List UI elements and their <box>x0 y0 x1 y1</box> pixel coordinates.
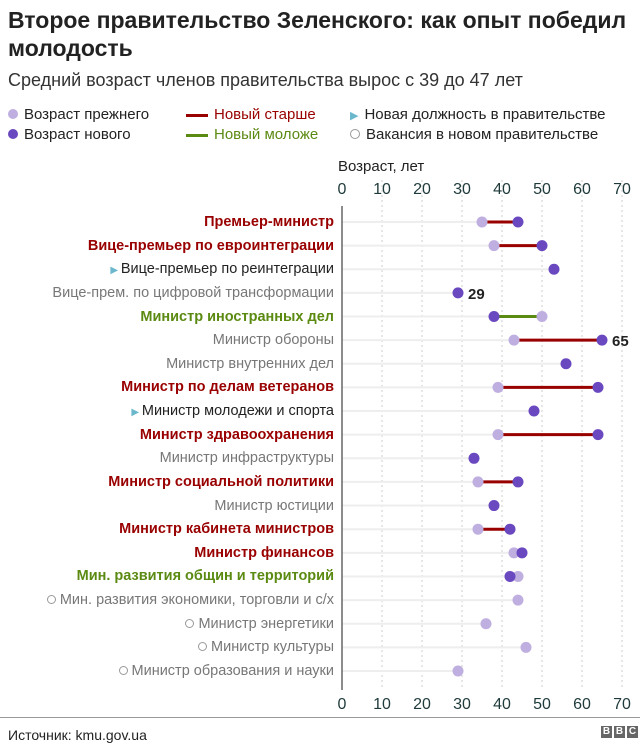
row-label: Министр по делам ветеранов <box>121 379 334 396</box>
x-tick-label-top: 0 <box>338 181 347 198</box>
new-age-dot <box>512 216 524 228</box>
legend-older: Новый старше <box>186 106 316 123</box>
new-age-dot <box>452 287 464 299</box>
circle-outline-icon <box>185 618 195 628</box>
x-tick-label-bottom: 50 <box>533 696 551 713</box>
legend-new-post: ▶ Новая должность в правительстве <box>350 106 606 123</box>
red-line-icon <box>186 113 208 117</box>
row-label: Мин. развития экономики, торговли и с/х <box>46 592 334 608</box>
old-age-dot <box>520 641 532 653</box>
old-age-dot <box>536 311 548 323</box>
new-age-dot <box>504 570 516 582</box>
triangle-icon: ▶ <box>350 110 359 122</box>
chart-subtitle: Средний возраст членов правительства выр… <box>8 70 523 90</box>
row-label: Министр здравоохранения <box>139 426 334 443</box>
new-age-dot <box>488 500 500 512</box>
old-age-dot <box>488 240 500 252</box>
old-age-dot <box>472 523 484 535</box>
new-age-dot <box>488 311 500 323</box>
row-label: ▶ Вице-премьер по реинтеграции <box>110 261 334 278</box>
old-age-dot <box>472 476 484 488</box>
old-age-dot <box>480 618 492 630</box>
row-label: Министр инфраструктуры <box>159 450 334 467</box>
new-age-dot <box>596 334 608 346</box>
chart-title: Второе правительство Зеленского: как опы… <box>8 7 627 61</box>
x-tick-label-top: 70 <box>613 181 631 198</box>
legend-vacancy: Вакансия в новом правительстве <box>350 126 598 143</box>
new-dot-icon <box>8 129 18 139</box>
old-age-dot <box>476 216 488 228</box>
row-label: Министр энергетики <box>185 616 334 632</box>
old-age-dot <box>508 334 520 346</box>
old-age-dot <box>512 570 524 582</box>
x-tick-label-top: 60 <box>573 181 591 198</box>
x-tick-label-top: 20 <box>413 181 431 198</box>
x-tick-label-bottom: 20 <box>413 696 431 713</box>
row-label: Премьер-министр <box>204 214 334 230</box>
x-tick-label-bottom: 70 <box>613 696 631 713</box>
x-tick-label-bottom: 60 <box>573 696 591 713</box>
new-age-dot <box>548 263 560 275</box>
new-age-dot <box>512 476 524 488</box>
x-tick-label-top: 40 <box>493 181 511 198</box>
green-line-icon <box>186 133 208 137</box>
x-tick-label-bottom: 0 <box>338 696 347 713</box>
legend-younger: Новый моложе <box>186 126 318 143</box>
row-label: Министр социальной политики <box>108 473 334 490</box>
row-label: ▶ Министр молодежи и спорта <box>131 403 334 420</box>
x-tick-label-top: 10 <box>373 181 391 198</box>
new-age-dot <box>592 381 604 393</box>
old-dot-icon <box>8 109 18 119</box>
new-age-dot <box>468 452 480 464</box>
x-tick-label-bottom: 30 <box>453 696 471 713</box>
old-age-dot <box>512 594 524 606</box>
footer-divider <box>0 717 640 718</box>
source-note: Источник: kmu.gov.ua <box>8 727 147 743</box>
x-tick-label-top: 50 <box>533 181 551 198</box>
old-age-dot <box>508 547 520 559</box>
row-label: Министр образования и науки <box>118 663 334 679</box>
row-label: Министр финансов <box>194 544 334 561</box>
circle-outline-icon <box>118 665 128 675</box>
row-label: Министр иностранных дел <box>140 308 334 325</box>
row-label: Вице-премьер по евроинтеграции <box>87 237 334 254</box>
circle-outline-icon <box>198 642 208 652</box>
row-label: Министр обороны <box>212 332 334 349</box>
new-age-dot <box>592 429 604 441</box>
row-label: Вице-прем. по цифровой трансформации <box>52 284 334 301</box>
data-label: 65 <box>612 333 629 350</box>
row-label: Министр кабинета министров <box>119 521 334 538</box>
x-tick-label-bottom: 40 <box>493 696 511 713</box>
x-tick-label-top: 30 <box>453 181 471 198</box>
circle-outline-icon <box>46 595 56 605</box>
new-age-dot <box>516 547 528 559</box>
old-age-dot <box>492 429 504 441</box>
x-axis-label: Возраст, лет <box>338 158 425 175</box>
row-label: Министр юстиции <box>214 497 334 514</box>
legend-old: Возраст прежнего <box>8 106 149 123</box>
circle-outline-icon <box>350 129 360 139</box>
old-age-dot <box>492 381 504 393</box>
row-label: Мин. развития общин и территорий <box>76 568 334 585</box>
new-age-dot <box>528 405 540 417</box>
row-label: Министр внутренних дел <box>166 355 334 372</box>
old-age-dot <box>452 665 464 677</box>
new-age-dot <box>560 358 572 370</box>
x-tick-label-bottom: 10 <box>373 696 391 713</box>
new-age-dot <box>504 523 516 535</box>
triangle-icon: ▶ <box>131 407 142 419</box>
new-age-dot <box>536 240 548 252</box>
triangle-icon: ▶ <box>110 265 121 277</box>
row-label: Министр культуры <box>198 639 334 655</box>
legend-new: Возраст нового <box>8 126 131 143</box>
data-label: 29 <box>468 286 485 303</box>
